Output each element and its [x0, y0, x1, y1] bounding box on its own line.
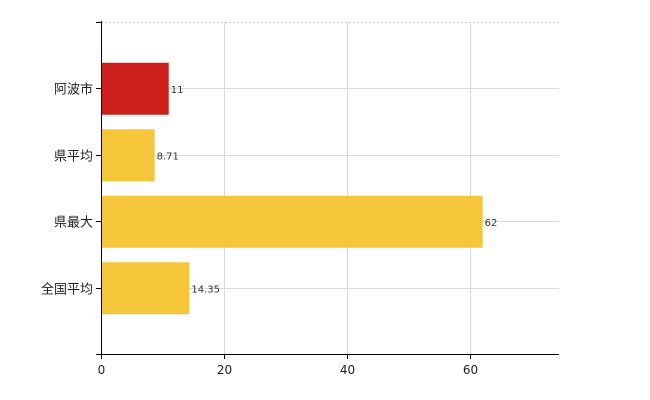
axis-layer: [96, 21, 559, 359]
bar-4: [101, 262, 190, 315]
bar-layer: [101, 62, 483, 315]
category-label: 阿波市: [54, 82, 93, 98]
bar-2: [101, 129, 155, 182]
bar-3: [101, 195, 483, 248]
category-label: 全国平均: [41, 282, 93, 298]
bar-value-label: 8.71: [157, 151, 179, 162]
x-tick-label: 40: [340, 363, 355, 377]
x-tick-label: 20: [217, 363, 232, 377]
bar-value-label: 11: [171, 85, 184, 96]
bar-value-label: 14.35: [191, 284, 220, 295]
bar-value-label: 62: [485, 218, 498, 229]
category-label: 県平均: [54, 150, 93, 165]
x-tick-label: 60: [463, 363, 478, 377]
bar-1: [101, 62, 169, 115]
category-label: 県最大: [54, 216, 93, 231]
x-tick-label: 0: [98, 363, 106, 377]
